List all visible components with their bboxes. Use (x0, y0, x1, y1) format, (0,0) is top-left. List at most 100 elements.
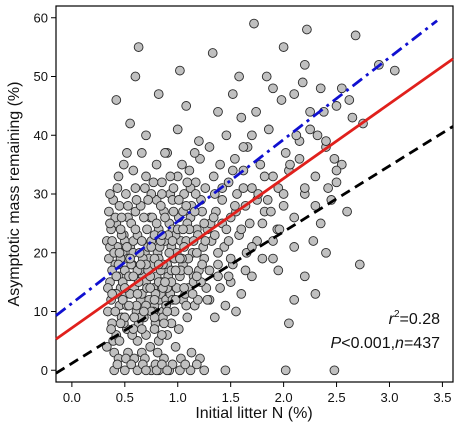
data-point (291, 130, 302, 141)
data-point (315, 83, 326, 94)
data-point (149, 324, 160, 334)
data-point (151, 218, 162, 229)
data-point (350, 30, 361, 41)
data-point (122, 242, 132, 252)
data-point (168, 206, 179, 217)
data-point (331, 165, 342, 176)
data-point (115, 224, 126, 235)
data-point (141, 365, 151, 376)
x-axis-label: Initial litter N (%) (195, 405, 312, 422)
data-point (181, 300, 192, 311)
x-tick-label: 3.0 (380, 390, 398, 405)
data-point (189, 148, 200, 158)
data-point (331, 177, 342, 188)
data-point (105, 189, 115, 199)
data-point (157, 189, 167, 199)
data-point (118, 159, 129, 170)
data-point (122, 148, 132, 158)
data-point (208, 212, 219, 223)
data-point (213, 271, 223, 282)
data-point (143, 195, 153, 205)
data-point (213, 106, 223, 117)
data-point (173, 195, 184, 205)
data-point (227, 89, 238, 99)
data-point (107, 236, 117, 246)
data-point (236, 112, 247, 123)
data-point (247, 130, 257, 141)
data-point (278, 42, 289, 52)
data-point (191, 271, 202, 282)
data-point (299, 59, 310, 70)
data-point (160, 277, 170, 287)
p-symbol: P (331, 335, 342, 352)
data-point (136, 148, 147, 158)
data-point (159, 318, 169, 329)
data-point (128, 165, 139, 176)
data-point (200, 236, 211, 246)
data-point (213, 259, 223, 270)
data-point (164, 247, 175, 258)
data-point (129, 312, 140, 323)
data-point (315, 218, 326, 229)
points-layer (101, 18, 400, 376)
data-point (238, 142, 249, 152)
data-point (289, 89, 300, 99)
data-point (160, 212, 170, 223)
data-point (223, 271, 234, 282)
data-point (240, 265, 251, 276)
data-point (268, 236, 278, 246)
y-tick-label: 50 (34, 69, 48, 84)
data-point (236, 224, 247, 235)
data-point (289, 294, 300, 305)
p-n-annotation: P<0.001,n=437 (331, 335, 441, 352)
data-point (263, 124, 274, 135)
data-point (121, 189, 131, 199)
data-point (215, 159, 225, 170)
data-point (104, 206, 114, 217)
data-point (183, 265, 194, 276)
data-point (231, 306, 241, 317)
data-point (175, 253, 185, 264)
data-point (111, 95, 122, 105)
data-point (389, 65, 400, 76)
data-point (321, 136, 331, 146)
data-point (170, 265, 181, 276)
data-point (173, 324, 184, 334)
data-point (266, 206, 276, 217)
data-point (202, 294, 213, 305)
data-point (170, 341, 181, 352)
data-point (181, 200, 192, 211)
data-point (182, 177, 193, 188)
y-tick-label: 30 (34, 187, 48, 202)
data-point (177, 159, 187, 170)
data-point (148, 177, 159, 188)
data-point (172, 124, 183, 135)
data-point (221, 130, 232, 141)
data-point (131, 195, 142, 205)
data-point (217, 195, 228, 205)
data-point (299, 271, 310, 282)
data-point (112, 183, 123, 193)
data-point (273, 265, 284, 276)
data-point (302, 24, 312, 35)
data-point (135, 259, 146, 270)
data-point (204, 265, 215, 276)
data-point (274, 224, 285, 235)
y-axis-ticks: 0 10 20 30 40 50 60 (34, 10, 56, 378)
regression-lines (55, 19, 454, 375)
data-point (106, 324, 116, 334)
data-point (187, 289, 198, 299)
data-point (179, 283, 189, 293)
y-tick-label: 10 (34, 304, 48, 319)
data-point (244, 218, 255, 229)
data-point (331, 101, 342, 111)
r2-value: =0.28 (400, 311, 441, 328)
data-point (236, 289, 247, 299)
data-point (114, 200, 125, 211)
data-point (162, 306, 173, 317)
data-point (160, 148, 170, 158)
y-axis-label: Asymptotic mass remaining (%) (6, 82, 23, 307)
x-tick-label: 1.5 (222, 390, 240, 405)
x-tick-label: 2.0 (275, 390, 293, 405)
p-value: <0.001, (341, 335, 395, 352)
